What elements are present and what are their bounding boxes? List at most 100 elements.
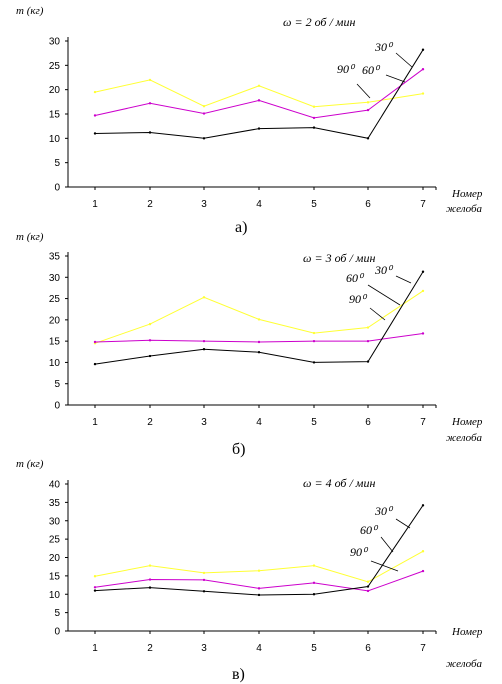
x-tick-label: 1: [92, 417, 98, 428]
chart-panel-2: 0 5 10 15 20 25 30 35 1 2 3 4 5 6 7 m (кг) Номер желоба ω …: [16, 231, 483, 458]
data-point: [257, 587, 261, 590]
data-point: [148, 102, 152, 105]
data-point: [257, 127, 261, 130]
data-point: [421, 92, 425, 95]
series-line-1: [94, 271, 424, 365]
data-point: [366, 101, 370, 104]
data-point: [93, 362, 97, 366]
data-point: [93, 132, 97, 135]
data-point: [421, 550, 425, 553]
data-point: [202, 105, 206, 108]
series-leader-line: [370, 560, 399, 572]
data-point: [257, 593, 261, 597]
series-leader-line: [395, 275, 412, 284]
series-label-1: 30⁰: [374, 40, 394, 54]
data-point: [93, 114, 97, 117]
y-tick-label: 25: [49, 535, 61, 546]
data-point: [312, 126, 316, 129]
data-point: [202, 339, 206, 343]
y-tick-label: 30: [49, 37, 61, 48]
x-tick-label: 3: [201, 643, 207, 654]
x-tick-label: 5: [311, 643, 317, 654]
series-label-2: 60⁰: [346, 271, 365, 285]
panel-caption: а): [235, 219, 247, 236]
data-point: [312, 564, 316, 567]
x-tick-label: 5: [311, 199, 317, 210]
x-tick-label: 2: [147, 643, 153, 654]
data-point: [257, 340, 261, 344]
x-tick-label: 7: [420, 199, 426, 210]
x-tick-label: 3: [201, 199, 207, 210]
y-tick-label: 0: [54, 183, 60, 194]
data-point: [421, 270, 425, 273]
series-leader-line: [356, 83, 371, 99]
rotation-speed-annotation: ω = 3 об / мин: [303, 251, 375, 265]
data-point: [93, 589, 97, 592]
x-axis-label-line2: желоба: [446, 432, 483, 444]
x-tick-label: 4: [256, 417, 262, 428]
x-axis-label-line2: желоба: [446, 203, 483, 215]
data-point: [202, 296, 206, 299]
series-label-2: 60⁰: [360, 523, 379, 537]
chart-panel-1: 0 5 10 15 20 25 30 1 2 3 4 5 6 7 m (кг) Номер желоба ω = …: [16, 5, 483, 236]
y-tick-label: 30: [49, 273, 61, 284]
y-tick-label: 10: [49, 590, 61, 601]
y-tick-label: 0: [54, 401, 60, 412]
data-point: [421, 504, 425, 507]
y-axis-label: m (кг): [16, 5, 44, 17]
panel-caption: в): [232, 666, 245, 683]
x-tick-label: 5: [311, 417, 317, 428]
y-tick-label: 20: [49, 553, 61, 564]
x-tick-label: 6: [365, 199, 371, 210]
y-tick-label: 25: [49, 61, 61, 72]
y-tick-label: 15: [49, 571, 61, 582]
data-point: [366, 339, 370, 343]
series-leader-line: [380, 536, 394, 553]
x-axis-label-line1: Номер: [451, 188, 483, 200]
rotation-speed-annotation: ω = 2 об / мин: [283, 15, 355, 29]
panel-caption: б): [232, 441, 245, 458]
x-tick-label: 2: [147, 199, 153, 210]
data-point: [148, 586, 152, 589]
series-label-1: 30⁰: [374, 504, 394, 518]
data-point: [421, 48, 425, 51]
data-point: [421, 68, 425, 71]
data-point: [202, 571, 206, 575]
x-tick-label: 6: [365, 643, 371, 654]
series-line-1: [94, 505, 424, 596]
data-point: [421, 332, 425, 335]
data-point: [202, 137, 206, 140]
y-tick-label: 40: [49, 480, 61, 491]
data-point: [366, 326, 370, 329]
data-point: [257, 318, 261, 321]
data-point: [312, 339, 316, 343]
series-label-3: 90⁰: [337, 62, 356, 76]
data-point: [202, 590, 206, 593]
data-point: [421, 569, 425, 573]
data-point: [312, 361, 316, 364]
data-point: [366, 580, 370, 583]
y-tick-label: 30: [49, 516, 61, 527]
data-point: [421, 289, 425, 293]
y-tick-label: 35: [49, 498, 61, 509]
data-point: [312, 116, 316, 120]
data-point: [93, 90, 97, 94]
y-tick-label: 5: [54, 608, 60, 619]
y-tick-label: 15: [49, 337, 61, 348]
x-axis-label-line2: желоба: [446, 658, 483, 670]
data-point: [366, 137, 370, 140]
y-tick-label: 35: [49, 252, 61, 263]
series-line-2: [94, 333, 424, 343]
data-point: [148, 78, 152, 82]
x-tick-label: 7: [420, 417, 426, 428]
data-point: [148, 131, 152, 134]
x-axis-label-line1: Номер: [451, 626, 483, 638]
data-point: [93, 586, 97, 589]
data-point: [312, 581, 316, 585]
data-point: [93, 575, 97, 578]
y-tick-label: 20: [49, 315, 61, 326]
data-point: [312, 593, 316, 596]
series-label-3: 90⁰: [349, 292, 368, 306]
data-point: [148, 339, 152, 342]
